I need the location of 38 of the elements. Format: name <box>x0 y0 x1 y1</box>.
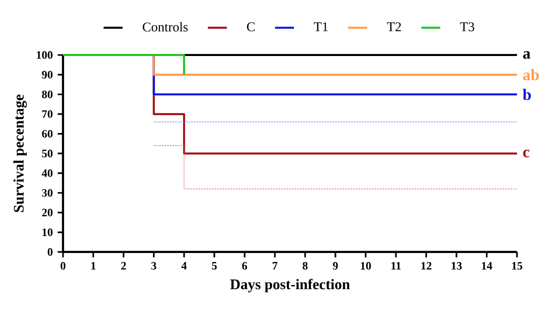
x-tick-label: 10 <box>360 262 371 270</box>
legend-label: T1 <box>314 22 328 32</box>
y-tick-label: 50 <box>42 150 53 158</box>
legend-label: Controls <box>142 22 188 32</box>
y-tick-label: 70 <box>42 110 53 118</box>
y-axis-title: Survival pecentage <box>13 94 27 212</box>
text: a <box>523 51 530 59</box>
x-tick-label: 11 <box>391 262 401 270</box>
x-tick-label: 7 <box>272 262 278 270</box>
y-tick-label: 10 <box>42 228 53 236</box>
x-tick-label: 12 <box>421 262 432 270</box>
y-tick-label: 30 <box>42 189 53 197</box>
text: b <box>522 88 531 100</box>
x-tick-label: 4 <box>181 262 187 270</box>
y-tick-label: 60 <box>42 130 53 138</box>
y-tick-label: 100 <box>36 51 53 59</box>
y-tick-label: 20 <box>42 208 53 216</box>
legend-label: T2 <box>387 22 401 32</box>
x-tick-label: 5 <box>212 262 217 270</box>
legend-label: C <box>247 22 255 32</box>
x-tick-label: 6 <box>242 262 248 270</box>
y-tick-label: 0 <box>48 248 53 256</box>
x-tick-label: 14 <box>482 262 492 270</box>
text: ab <box>523 69 539 80</box>
y-tick-label: 40 <box>42 169 53 178</box>
x-tick-label: 0 <box>60 262 66 270</box>
x-tick-label: 3 <box>151 262 156 270</box>
x-tick-label: 1 <box>91 262 96 270</box>
legend-label: T3 <box>460 22 474 32</box>
text: c <box>523 150 530 158</box>
y-tick-label: 90 <box>42 70 53 79</box>
x-tick-label: 15 <box>512 262 522 270</box>
x-tick-label: 8 <box>302 262 308 270</box>
y-tick-label: 80 <box>42 90 53 98</box>
x-tick-label: 9 <box>332 262 338 270</box>
x-axis-title: Days post-infection <box>230 278 350 292</box>
x-tick-label: 13 <box>452 262 462 270</box>
x-tick-label: 2 <box>121 262 126 270</box>
